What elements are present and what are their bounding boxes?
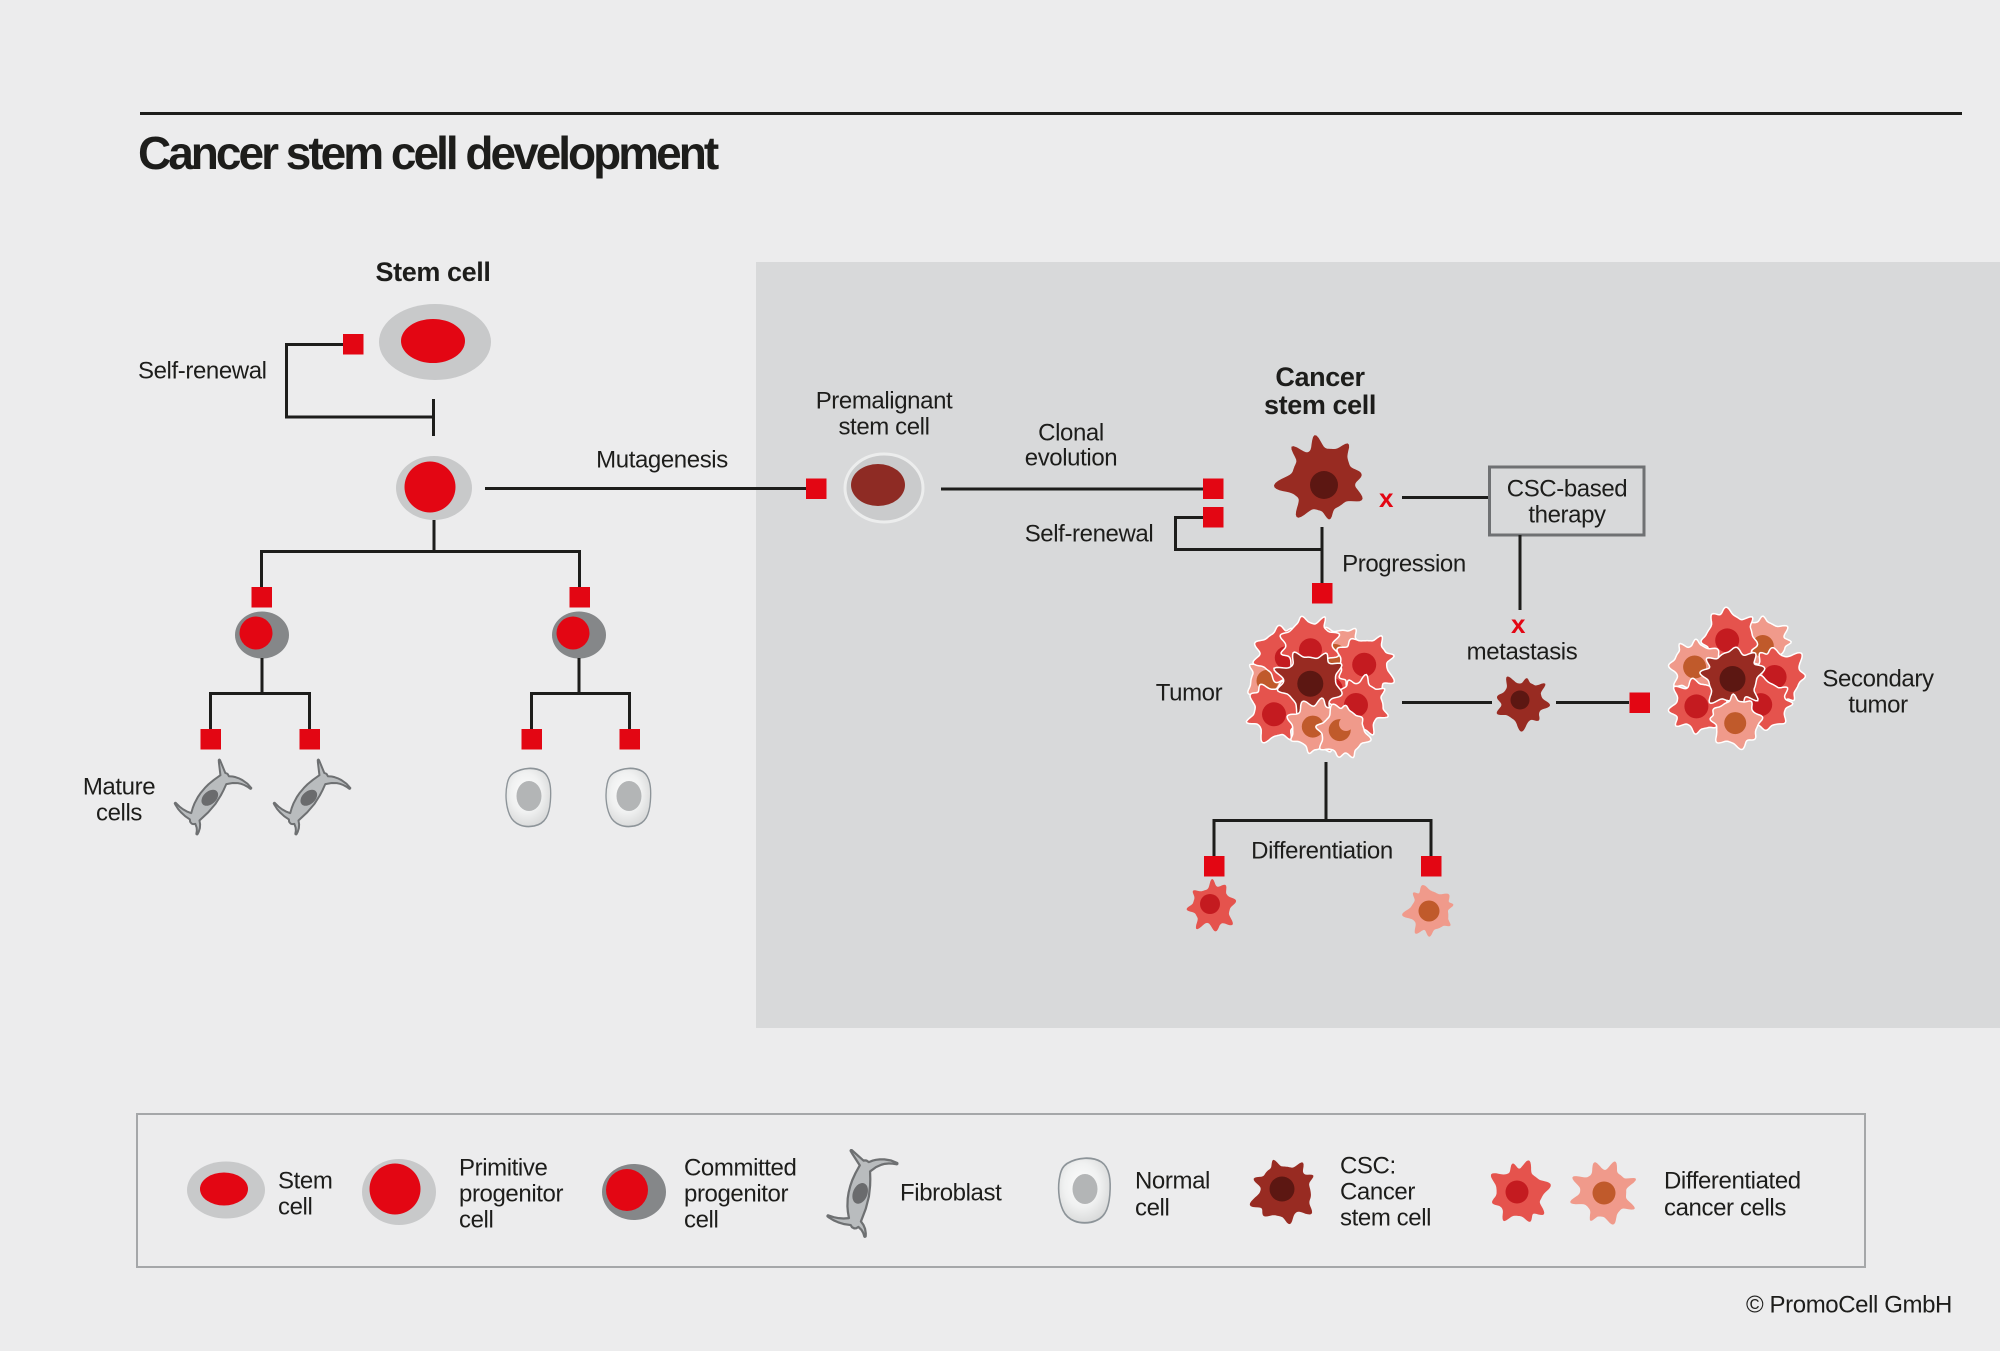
svg-text:cell: cell	[1135, 1195, 1169, 1222]
svg-text:CSC:: CSC:	[1340, 1153, 1396, 1180]
svg-text:© PromoCell GmbH: © PromoCell GmbH	[1746, 1292, 1952, 1319]
svg-text:Fibroblast: Fibroblast	[900, 1180, 1002, 1207]
svg-text:cell: cell	[459, 1207, 493, 1234]
svg-text:metastasis: metastasis	[1467, 639, 1578, 666]
svg-text:Primitive: Primitive	[459, 1155, 547, 1182]
svg-text:Committed: Committed	[684, 1155, 796, 1182]
svg-text:Mature: Mature	[83, 774, 155, 801]
svg-text:stem cell: stem cell	[1340, 1205, 1431, 1232]
svg-text:Cancer: Cancer	[1340, 1179, 1415, 1206]
svg-text:Tumor: Tumor	[1156, 680, 1223, 707]
svg-text:cell: cell	[278, 1194, 312, 1221]
svg-text:Progression: Progression	[1342, 551, 1466, 578]
svg-text:stem cell: stem cell	[838, 414, 929, 441]
svg-text:stem cell: stem cell	[1264, 390, 1376, 420]
svg-text:Mutagenesis: Mutagenesis	[596, 447, 728, 474]
svg-text:Differentiated: Differentiated	[1664, 1168, 1801, 1195]
svg-text:Clonal: Clonal	[1038, 420, 1104, 447]
svg-text:CSC-based: CSC-based	[1507, 476, 1627, 503]
svg-text:Cancer: Cancer	[1275, 362, 1365, 392]
svg-text:progenitor: progenitor	[459, 1181, 563, 1208]
svg-text:cell: cell	[684, 1207, 718, 1234]
svg-text:x: x	[1379, 483, 1394, 513]
svg-text:x: x	[1511, 609, 1526, 639]
svg-text:Stem cell: Stem cell	[376, 257, 491, 287]
svg-text:Stem: Stem	[278, 1168, 332, 1195]
svg-text:Self-renewal: Self-renewal	[138, 358, 267, 385]
svg-text:therapy: therapy	[1528, 502, 1606, 529]
svg-text:Cancer stem cell development: Cancer stem cell development	[138, 127, 719, 179]
svg-text:Normal: Normal	[1135, 1168, 1210, 1195]
svg-text:tumor: tumor	[1848, 692, 1908, 719]
svg-text:Secondary: Secondary	[1822, 666, 1934, 693]
svg-text:evolution: evolution	[1025, 445, 1117, 472]
svg-text:progenitor: progenitor	[684, 1181, 788, 1208]
svg-text:cancer cells: cancer cells	[1664, 1195, 1786, 1222]
svg-text:Premalignant: Premalignant	[816, 388, 953, 415]
svg-text:Self-renewal: Self-renewal	[1025, 521, 1154, 548]
svg-text:Differentiation: Differentiation	[1251, 838, 1393, 865]
svg-text:cells: cells	[96, 800, 142, 827]
